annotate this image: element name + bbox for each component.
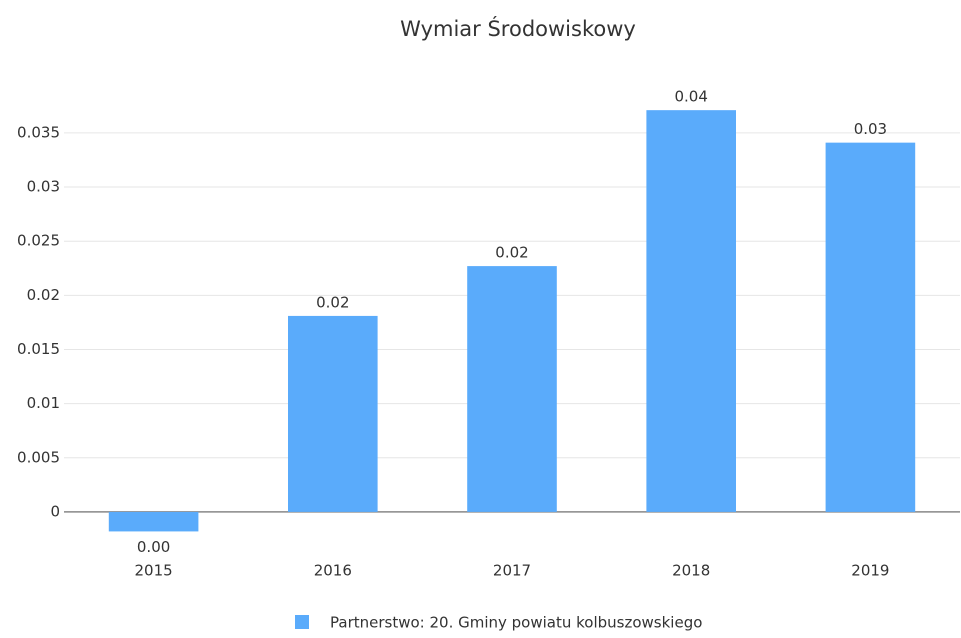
value-label: 0.04	[674, 88, 707, 106]
legend-swatch	[295, 615, 309, 629]
bar	[646, 110, 736, 512]
bar	[108, 511, 199, 532]
bar	[467, 266, 557, 512]
value-label: 0.03	[854, 120, 887, 138]
x-tick-label: 2015	[135, 562, 173, 580]
bar	[825, 142, 916, 512]
bar	[288, 315, 378, 512]
y-tick-label: 0.005	[17, 448, 60, 466]
x-tick-label: 2019	[851, 562, 889, 580]
x-tick-label: 2016	[314, 562, 352, 580]
y-tick-label: 0.01	[27, 394, 60, 412]
value-label: 0.00	[137, 538, 170, 556]
legend-label: Partnerstwo: 20. Gminy powiatu kolbuszow…	[330, 614, 702, 632]
y-tick-label: 0.035	[17, 123, 60, 141]
chart-title: Wymiar Środowiskowy	[400, 16, 636, 41]
value-label: 0.02	[316, 293, 349, 311]
x-tick-label: 2018	[672, 562, 710, 580]
y-tick-label: 0.015	[17, 340, 60, 358]
value-label: 0.02	[495, 244, 528, 262]
y-tick-label: 0	[50, 502, 60, 520]
x-tick-label: 2017	[493, 562, 531, 580]
y-tick-label: 0.03	[27, 178, 60, 196]
y-tick-label: 0.02	[27, 286, 60, 304]
y-tick-label: 0.025	[17, 232, 60, 250]
